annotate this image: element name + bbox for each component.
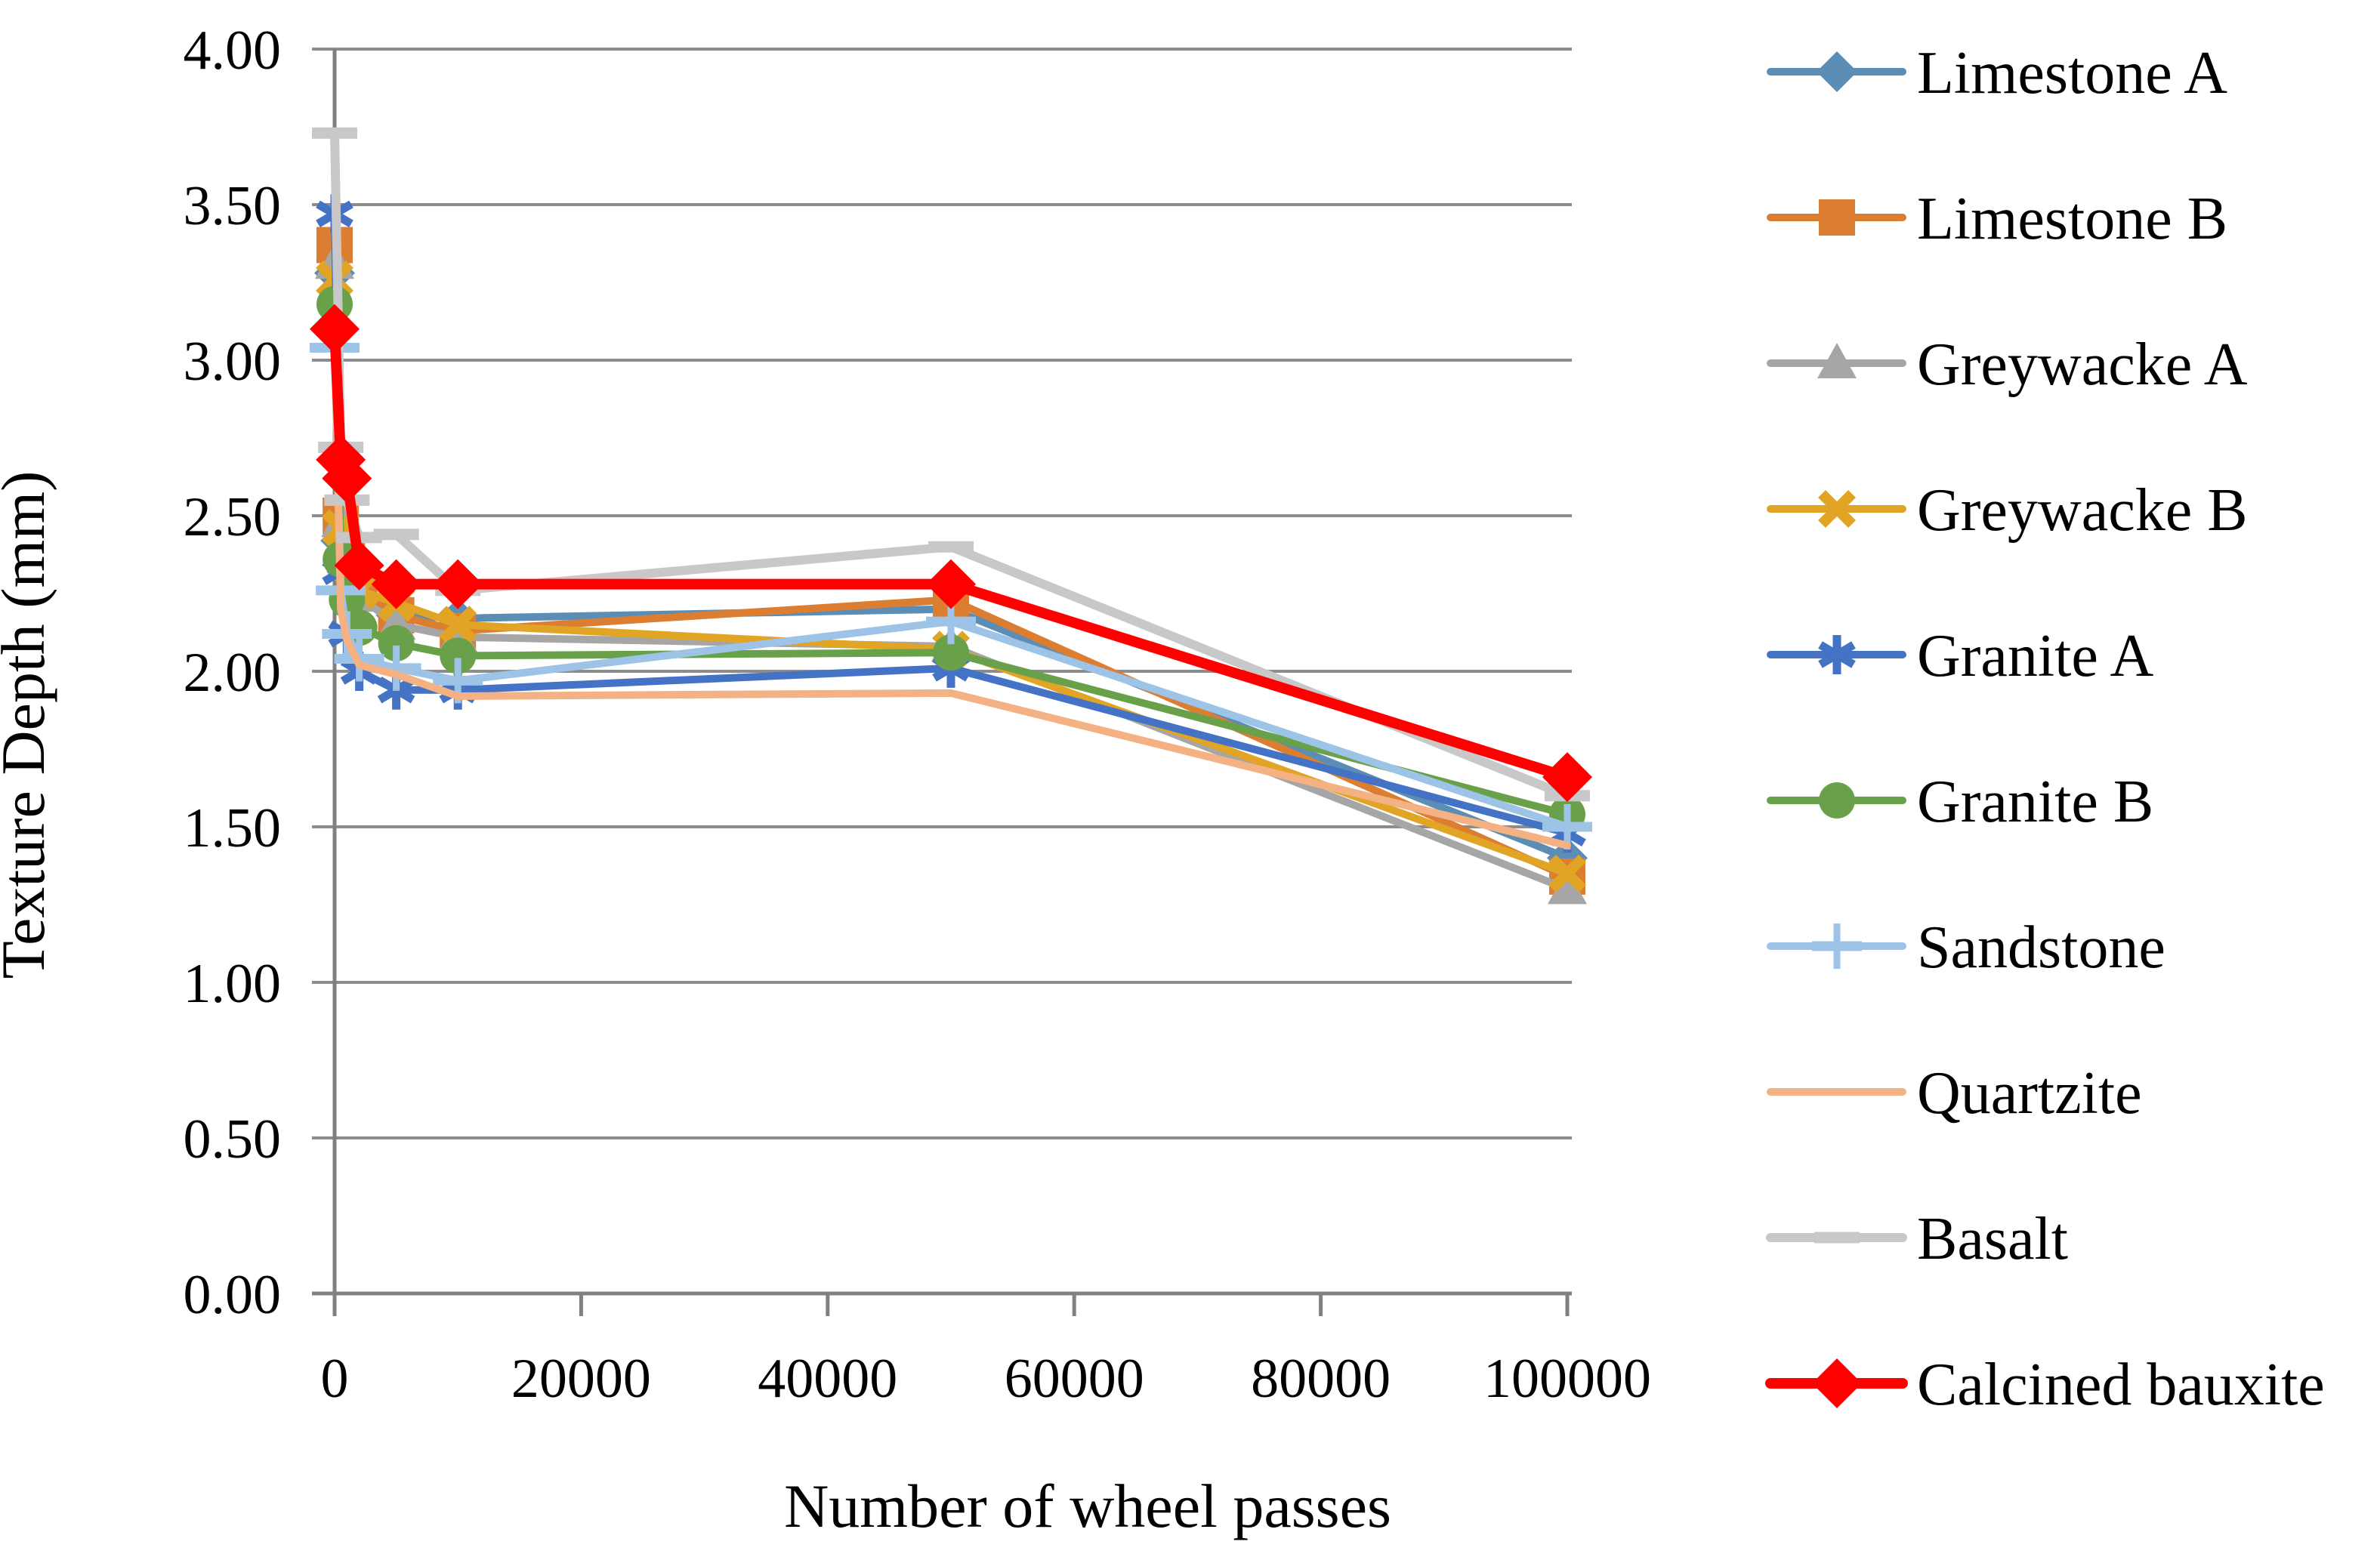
y-axis-title: Texture Depth (mm): [0, 471, 57, 979]
x-tick-label: 40000: [758, 1348, 897, 1410]
legend-label: Limestone B: [1917, 186, 2227, 252]
x-tick-labels: 0 20000 40000 60000 80000 100000: [321, 1348, 1652, 1410]
legend-label: Calcined bauxite: [1917, 1352, 2325, 1418]
legend-item-quartzite: Quartzite: [1767, 1060, 2142, 1127]
legend-label: Greywacke B: [1917, 477, 2248, 544]
legend-label: Basalt: [1917, 1206, 2068, 1272]
legend: Limestone A Limestone B Greywacke A Greywac…: [1765, 40, 2325, 1418]
legend-label: Granite B: [1917, 769, 2153, 835]
y-tick-label: 0.50: [184, 1108, 282, 1170]
x-tick-label: 80000: [1251, 1348, 1391, 1410]
y-tick-label: 4.00: [184, 20, 282, 82]
legend-item-basalt: Basalt: [1766, 1206, 2068, 1272]
legend-label: Limestone A: [1917, 40, 2227, 106]
legend-item-sandstone: Sandstone: [1767, 914, 2165, 981]
y-tick-label: 2.50: [184, 486, 282, 548]
y-tick-label: 1.00: [184, 953, 282, 1015]
x-tick-label: 0: [321, 1348, 349, 1410]
y-tick-label: 3.00: [184, 331, 282, 393]
series-calcined-bauxite: [310, 304, 1592, 803]
legend-label: Granite A: [1917, 623, 2153, 689]
legend-label: Quartzite: [1917, 1060, 2142, 1127]
series-quartzite: [331, 325, 1571, 849]
y-tick-labels: 4.00 3.50 3.00 2.50 2.00 1.50 1.00 0.50 0.00: [184, 20, 282, 1326]
legend-item-limestone-a: Limestone A: [1767, 40, 2227, 106]
x-tick-label: 60000: [1005, 1348, 1144, 1410]
legend-item-limestone-b: Limestone B: [1767, 186, 2227, 252]
x-axis-title: Number of wheel passes: [784, 1472, 1391, 1540]
legend-item-granite-a: Granite A: [1767, 623, 2153, 689]
x-tick-label: 20000: [511, 1348, 651, 1410]
legend-label: Greywacke A: [1917, 331, 2248, 398]
legend-label: Sandstone: [1917, 914, 2165, 981]
y-tick-label: 2.00: [184, 642, 282, 704]
axes: [312, 49, 1572, 1316]
y-tick-label: 1.50: [184, 797, 282, 859]
y-tick-label: 3.50: [184, 175, 282, 237]
x-tick-label: 100000: [1483, 1348, 1651, 1410]
legend-item-calcined-bauxite: Calcined bauxite: [1765, 1352, 2325, 1418]
legend-item-greywacke-a: Greywacke A: [1767, 331, 2248, 398]
y-tick-label: 0.00: [184, 1264, 282, 1326]
legend-item-granite-b: Granite B: [1767, 769, 2153, 835]
series-granite-a: [316, 194, 1586, 853]
legend-item-greywacke-b: Greywacke B: [1767, 477, 2248, 544]
